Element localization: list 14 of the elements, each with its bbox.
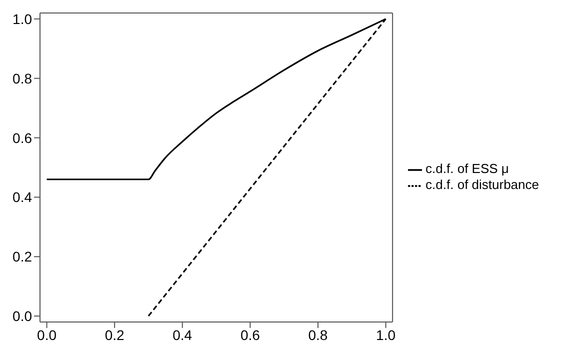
y-tick-label: 1.0: [12, 10, 32, 27]
y-tick-label: 0.4: [12, 189, 32, 206]
legend-label: c.d.f. of ESS μ: [426, 161, 509, 176]
x-tick-label: 1.0: [376, 326, 396, 343]
x-tick-label: 0.2: [104, 326, 125, 343]
y-tick-label: 0.6: [12, 130, 32, 146]
x-tick-label: 0.4: [172, 326, 192, 343]
y-tick-label: 0.2: [12, 248, 32, 265]
y-tick-label: 0.0: [12, 308, 32, 324]
y-tick-label: 0.8: [12, 70, 32, 86]
x-tick-label: 0.6: [240, 326, 260, 343]
legend-label: c.d.f. of disturbance: [426, 177, 539, 192]
x-tick-label: 0.8: [308, 326, 328, 343]
x-tick-label: 0.0: [37, 326, 57, 343]
